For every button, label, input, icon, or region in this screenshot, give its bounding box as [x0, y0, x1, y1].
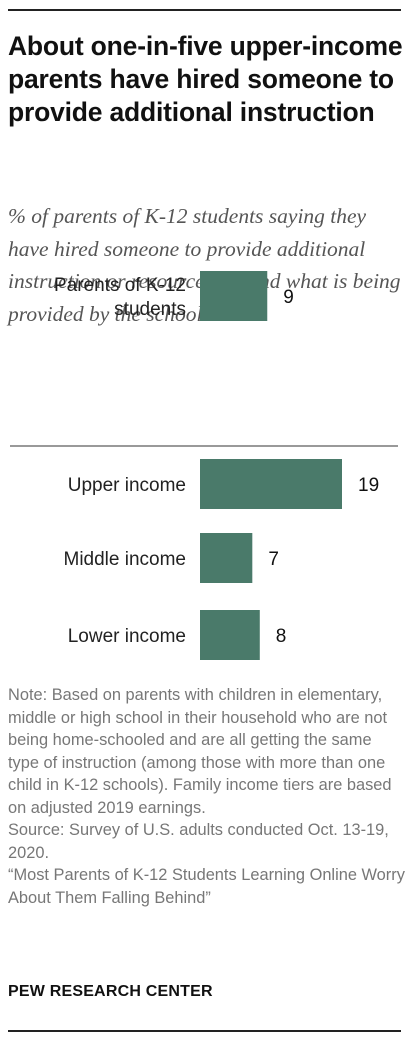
value-label-upper-income: 19 — [358, 475, 379, 496]
bar-chart: Parents of K-12 students 9 Upper income 19 Mi… — [10, 271, 398, 660]
bar-lower-income — [200, 610, 260, 660]
category-label-upper-income: Upper income — [68, 475, 186, 496]
bar-middle-income — [200, 533, 253, 583]
source-text: Source: Survey of U.S. adults conducted … — [8, 821, 389, 862]
bar-parents-of-k-12-students — [200, 271, 268, 321]
top-rule — [8, 9, 401, 11]
chart-title: About one-in-five upper-income parents h… — [8, 31, 403, 127]
bar-upper-income — [200, 459, 342, 509]
value-label-lower-income: 8 — [276, 626, 287, 647]
brand-logo-text: PEW RESEARCH CENTER — [8, 983, 213, 1000]
bottom-rule — [8, 1030, 401, 1032]
value-label-parents-of-k-12-students: 9 — [283, 287, 294, 308]
category-label-middle-income: Middle income — [64, 549, 187, 570]
report-title: “Most Parents of K-12 Students Learning … — [8, 866, 405, 907]
value-label-middle-income: 7 — [268, 549, 279, 570]
chart-notes: Note: Based on parents with children in … — [8, 684, 406, 909]
chart-subtitle: % of parents of K-12 students saying the… — [8, 204, 401, 326]
note-text: Note: Based on parents with children in … — [8, 686, 392, 817]
category-label-parents-of-k-12-students: Parents of K-12 students — [54, 275, 186, 320]
category-label-lower-income: Lower income — [68, 626, 186, 647]
